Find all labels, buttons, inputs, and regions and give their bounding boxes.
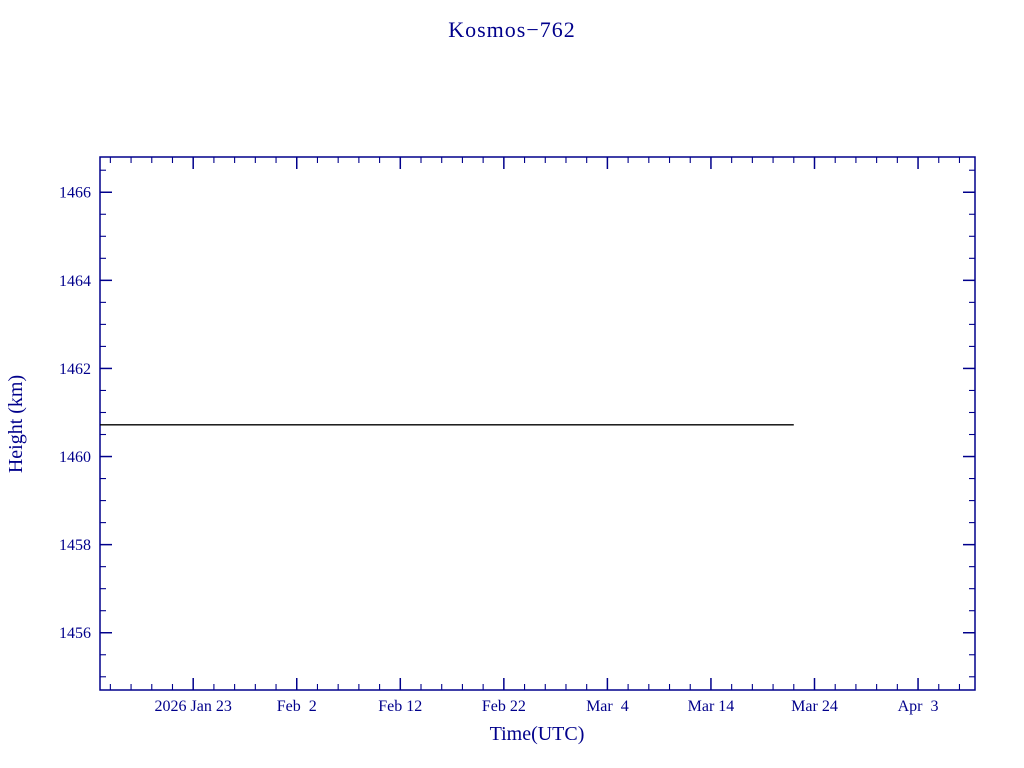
y-tick-label: 1466 <box>59 185 91 202</box>
x-tick-label: Feb 12 <box>378 698 422 715</box>
y-tick-label: 1462 <box>59 361 91 378</box>
y-tick-label: 1456 <box>59 625 91 642</box>
x-axis-label: Time(UTC) <box>490 723 585 745</box>
x-tick-label: Mar 24 <box>791 698 838 715</box>
y-tick-label: 1460 <box>59 449 91 466</box>
axes-frame <box>99 156 976 691</box>
x-tick-label: 2026 Jan 23 <box>155 698 232 715</box>
y-axis-label: Height (km) <box>5 375 27 473</box>
x-tick-label: Apr 3 <box>898 698 939 715</box>
chart-title: Kosmos−762 <box>448 17 576 42</box>
y-tick-label: 1464 <box>59 273 91 290</box>
x-tick-label: Mar 14 <box>688 698 735 715</box>
plot-area: 2026 Jan 23 Feb 2 Feb 12 Feb 22 Mar 4 Mar 14 M… <box>59 156 976 715</box>
x-tick-label: Feb 2 <box>277 698 317 715</box>
x-tick-label: Feb 22 <box>482 698 526 715</box>
x-tick-label: Mar 4 <box>586 698 629 715</box>
y-tick-label: 1458 <box>59 537 91 554</box>
